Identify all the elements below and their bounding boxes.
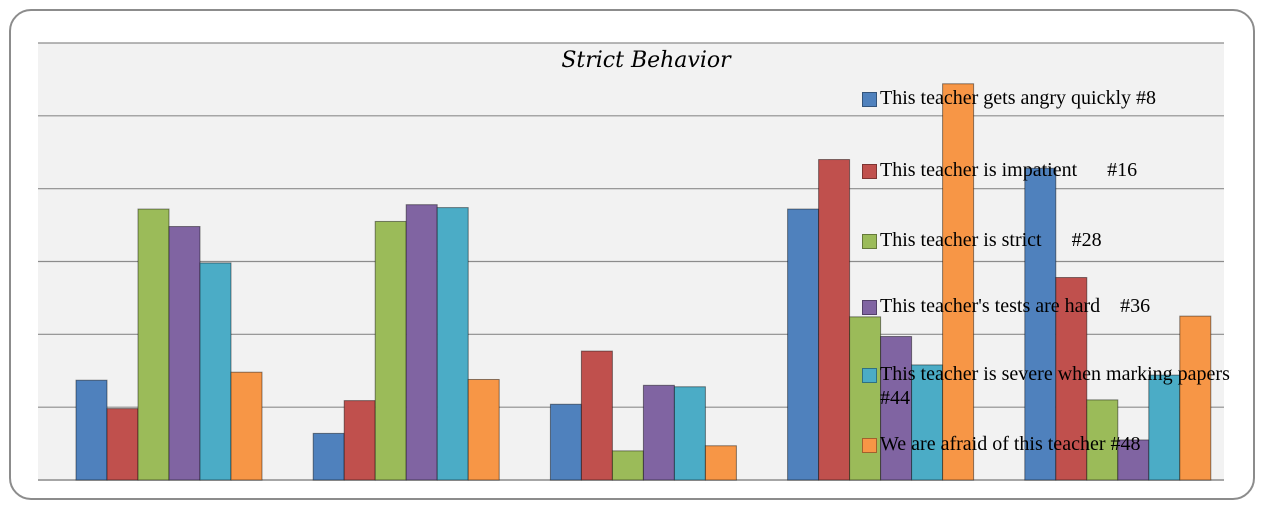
legend-label-1: This teacher is impatient #16 [880, 159, 1138, 181]
bar-series-0-cat-0 [75, 379, 108, 481]
chart-title: Strict Behavior [561, 48, 731, 73]
bar-series-0-cat-3 [787, 208, 820, 481]
legend-item-3: This teacher's tests are hard #36 [862, 294, 1232, 318]
bar-series-3-cat-3 [880, 336, 913, 481]
bar-series-3-cat-1 [405, 204, 438, 481]
legend-swatch-1 [862, 164, 877, 179]
legend-item-5: We are afraid of this teacher #48 [862, 432, 1232, 456]
bar-series-2-cat-4 [1086, 399, 1119, 481]
bar-series-0-cat-4 [1024, 167, 1057, 481]
bar-series-4-cat-2 [673, 386, 706, 481]
bar-series-1-cat-4 [1055, 277, 1088, 481]
bar-series-4-cat-4 [1148, 374, 1181, 481]
legend-label-5: We are afraid of this teacher #48 [880, 433, 1141, 455]
legend-label-0: This teacher gets angry quickly #8 [880, 87, 1157, 109]
bar-series-5-cat-2 [704, 445, 737, 481]
bar-series-3-cat-2 [642, 384, 675, 481]
bar-series-0-cat-1 [312, 432, 345, 481]
bar-series-1-cat-1 [343, 400, 376, 481]
legend-item-4: This teacher is severe when marking pape… [862, 362, 1232, 410]
legend-swatch-0 [862, 92, 877, 107]
bar-series-1-cat-0 [106, 408, 139, 481]
legend-swatch-4 [862, 368, 877, 383]
legend-item-0: This teacher gets angry quickly #8 [862, 86, 1232, 110]
bar-series-1-cat-2 [580, 350, 613, 481]
legend-label-4: This teacher is severe when marking pape… [880, 363, 1230, 409]
bar-series-3-cat-0 [168, 226, 201, 481]
legend-swatch-5 [862, 438, 877, 453]
legend-label-3: This teacher's tests are hard #36 [880, 295, 1151, 317]
bar-series-2-cat-1 [374, 220, 407, 481]
legend-item-1: This teacher is impatient #16 [862, 158, 1232, 182]
bar-series-5-cat-4 [1179, 315, 1212, 481]
bar-series-4-cat-3 [911, 364, 944, 481]
legend-swatch-3 [862, 300, 877, 315]
bar-series-4-cat-1 [436, 207, 469, 481]
bar-series-5-cat-3 [942, 83, 975, 481]
legend-swatch-2 [862, 234, 877, 249]
bar-series-2-cat-0 [137, 208, 170, 481]
bar-series-5-cat-1 [467, 378, 500, 481]
bar-series-5-cat-0 [230, 371, 263, 481]
bar-series-0-cat-2 [549, 403, 582, 481]
bar-series-2-cat-2 [611, 450, 644, 481]
bar-series-3-cat-4 [1117, 439, 1150, 481]
legend-item-2: This teacher is strict #28 [862, 228, 1232, 252]
bar-series-1-cat-3 [818, 159, 851, 481]
legend-label-2: This teacher is strict #28 [880, 229, 1102, 251]
bar-series-4-cat-0 [199, 262, 232, 481]
